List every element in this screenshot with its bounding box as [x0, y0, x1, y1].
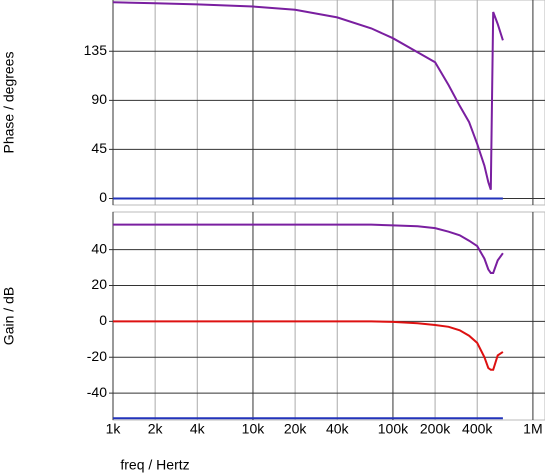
series-line [113, 223, 504, 274]
x-tick-label: 2k [148, 421, 164, 437]
x-tick-label: 4k [190, 421, 206, 437]
y-tick-label: 45 [91, 140, 107, 156]
x-tick-label: 400k [462, 421, 493, 437]
x-tick-label: 1M [523, 421, 542, 437]
y-tick-label: -20 [87, 348, 107, 364]
x-tick-label: 10k [242, 421, 266, 437]
plot-area [112, 0, 545, 206]
y-axis-label: Phase / degrees [1, 52, 17, 154]
series-line [112, 1, 504, 191]
x-tick-label: 20k [284, 421, 308, 437]
x-tick-label: 1k [106, 421, 122, 437]
plot-area [112, 211, 545, 421]
y-tick-label: 20 [91, 276, 107, 292]
x-axis-label: freq / Hertz [120, 457, 189, 473]
y-tick-label: 0 [99, 189, 107, 205]
y-tick-label: -40 [87, 384, 107, 400]
x-tick-label: 200k [420, 421, 451, 437]
y-tick-label: 0 [99, 312, 107, 328]
x-tick-label: 100k [378, 421, 409, 437]
y-axis-label: Gain / dB [1, 287, 17, 345]
x-tick-label: 40k [326, 421, 350, 437]
y-tick-label: 135 [84, 42, 108, 58]
y-tick-label: 90 [91, 91, 107, 107]
y-tick-label: 40 [91, 240, 107, 256]
series-line [113, 320, 504, 371]
